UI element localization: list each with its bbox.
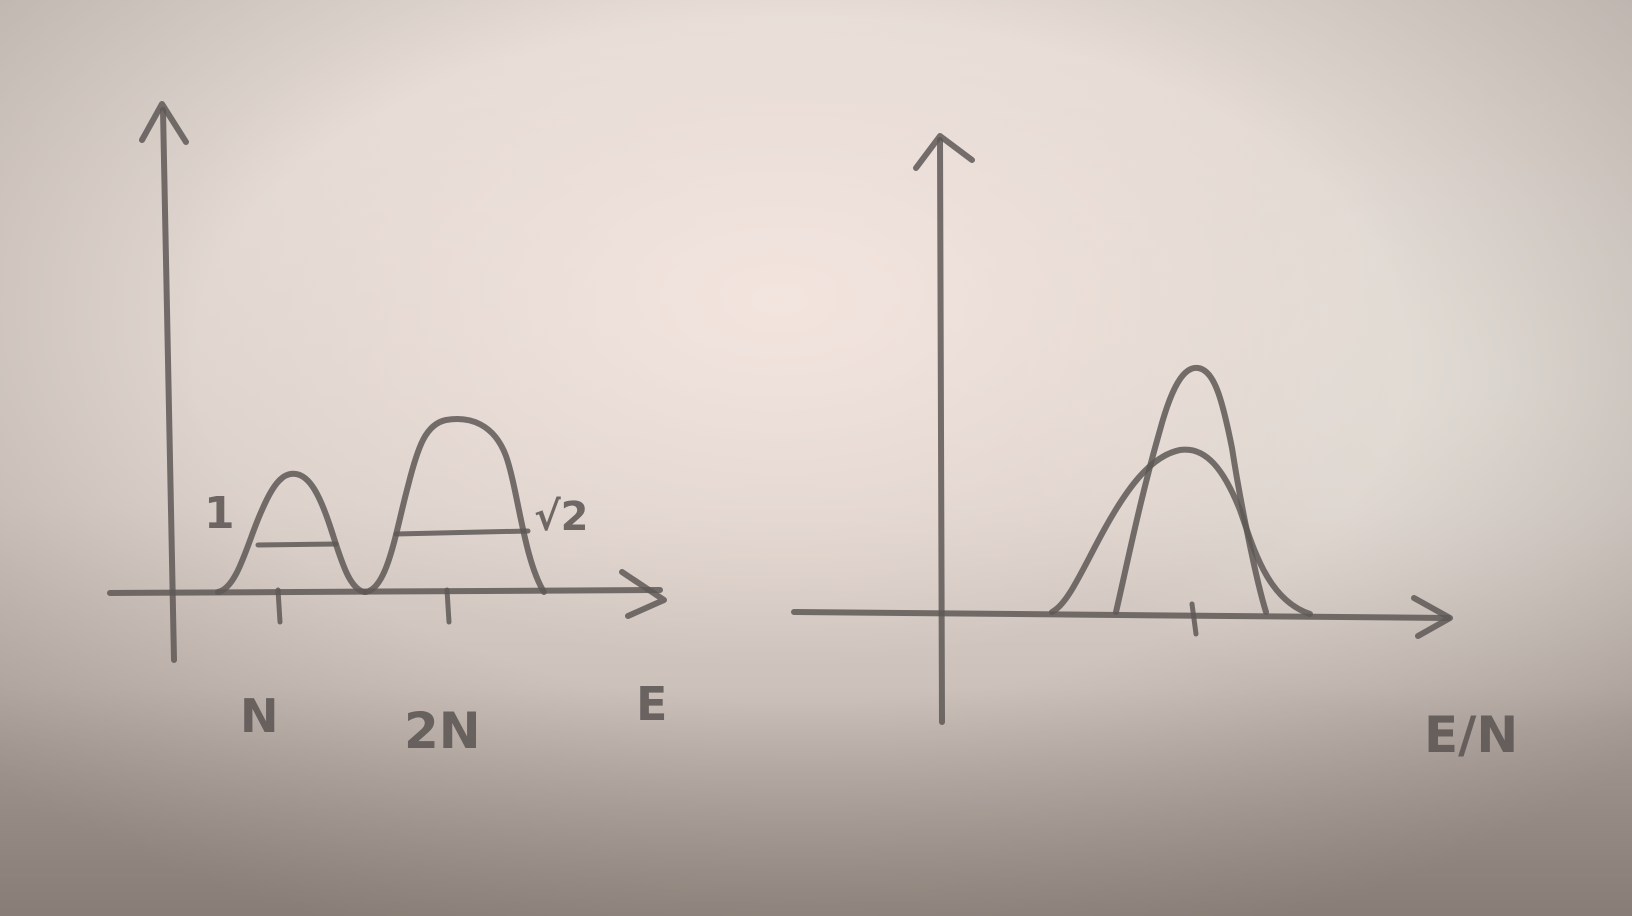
right-tick-center bbox=[1189, 601, 1199, 637]
left-y-axis bbox=[160, 107, 177, 663]
right-wide-peak bbox=[1049, 446, 1313, 617]
left-tick-n bbox=[275, 587, 283, 625]
left-large-peak-width-line bbox=[393, 528, 531, 537]
peak-label-small: 1 bbox=[204, 488, 235, 539]
left-y-axis-arrowhead bbox=[139, 101, 189, 145]
right-x-axis-label: E/N bbox=[1424, 706, 1518, 764]
left-diagram bbox=[107, 101, 667, 663]
left-small-peak-width-line bbox=[255, 541, 339, 548]
left-x-axis bbox=[107, 587, 663, 596]
right-narrow-peak bbox=[1113, 364, 1269, 615]
right-y-axis-arrowhead bbox=[913, 133, 975, 171]
left-x-axis-arrowhead bbox=[619, 569, 667, 619]
right-x-axis bbox=[791, 609, 1451, 621]
right-y-axis bbox=[937, 137, 945, 725]
peak-label-large: √2 bbox=[534, 494, 589, 540]
tick-label-n: N bbox=[240, 689, 279, 743]
tick-label-2n: 2N bbox=[404, 702, 481, 760]
left-small-peak bbox=[215, 470, 367, 595]
right-x-axis-arrowhead bbox=[1411, 595, 1453, 639]
left-tick-2n bbox=[444, 587, 452, 625]
right-diagram bbox=[791, 133, 1453, 725]
left-large-peak bbox=[363, 416, 547, 595]
left-x-axis-label: E bbox=[636, 677, 667, 731]
